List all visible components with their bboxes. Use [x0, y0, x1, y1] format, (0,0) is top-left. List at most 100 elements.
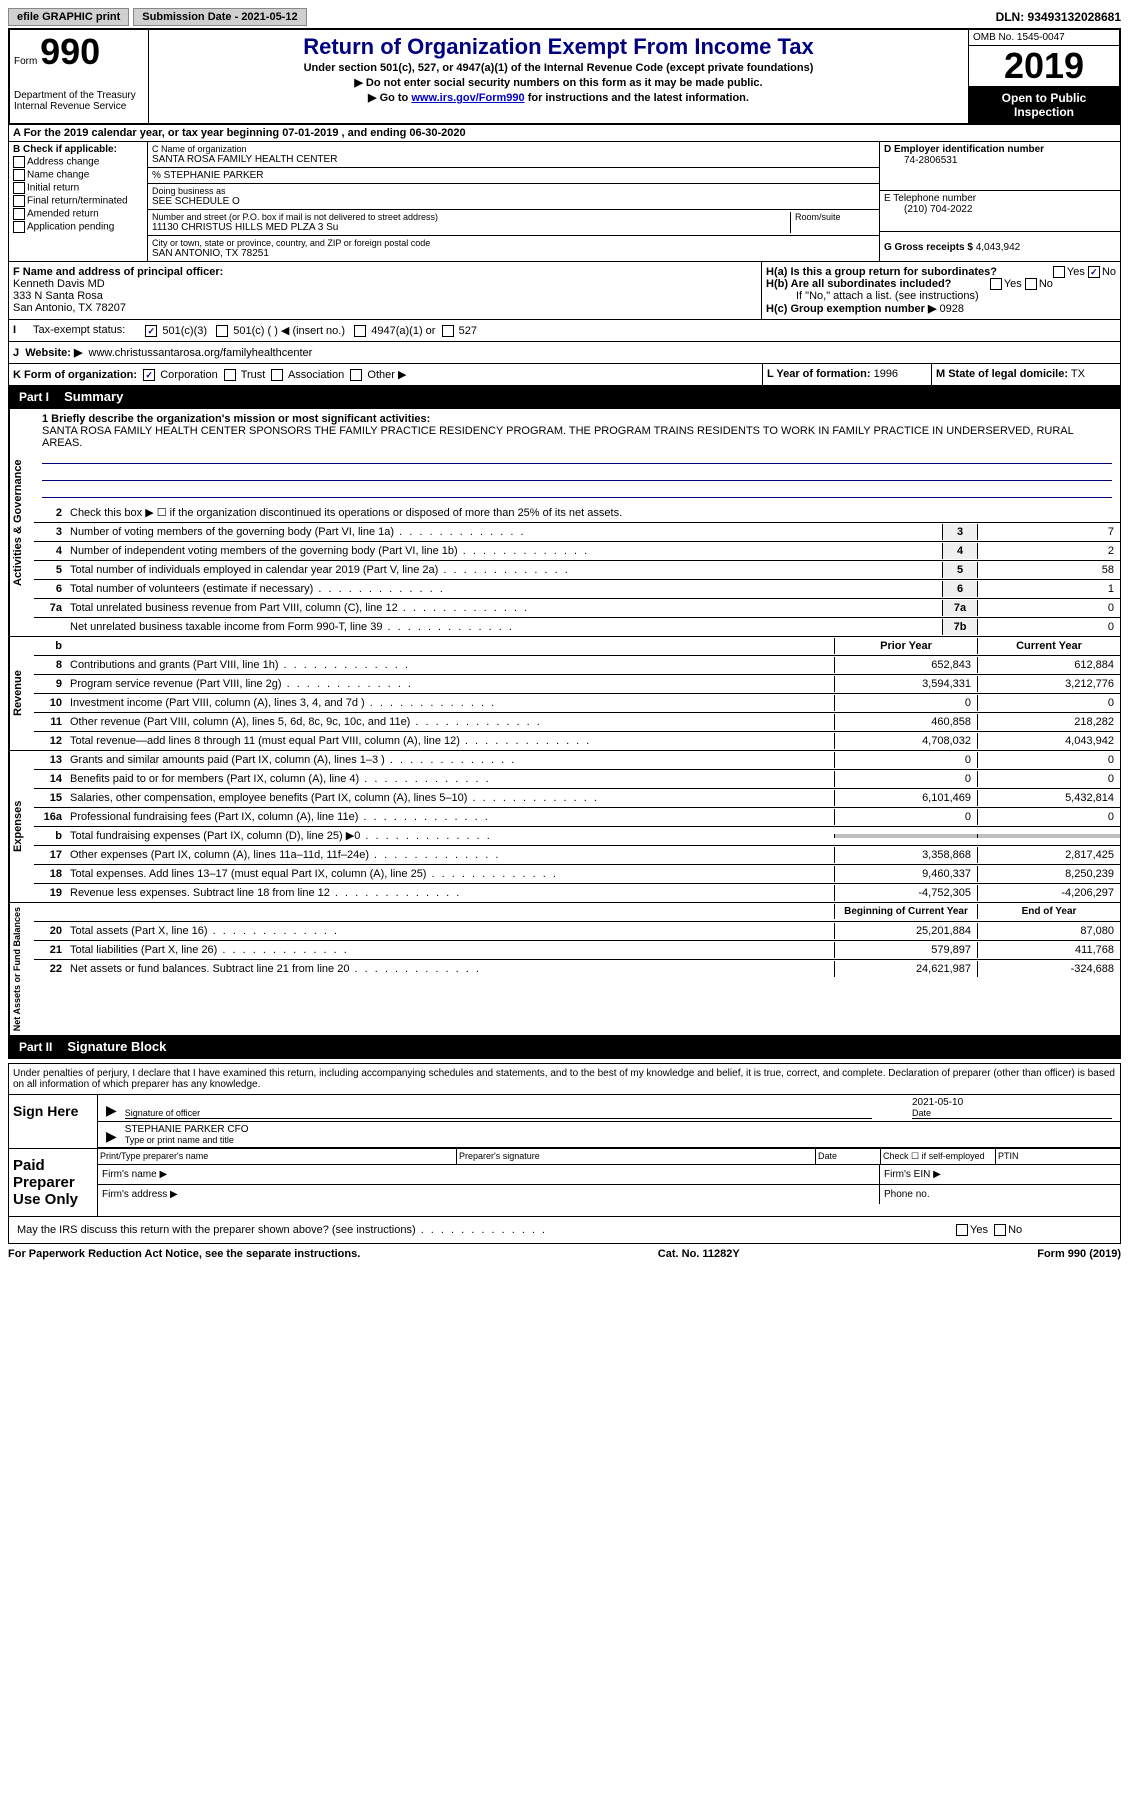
table-row: 16aProfessional fundraising fees (Part I…	[34, 808, 1120, 827]
website-label: Website: ▶	[25, 347, 82, 359]
table-row: 9Program service revenue (Part VIII, lin…	[34, 675, 1120, 694]
dept-treasury: Department of the Treasury Internal Reve…	[14, 90, 144, 112]
begin-year-header: Beginning of Current Year	[834, 904, 977, 919]
form-label: Form	[14, 56, 37, 67]
footer: For Paperwork Reduction Act Notice, see …	[8, 1248, 1121, 1260]
irs-link[interactable]: www.irs.gov/Form990	[411, 92, 524, 104]
hb-label: H(b) Are all subordinates included?	[766, 278, 951, 290]
sig-date-label: Date	[912, 1108, 1112, 1118]
sign-here: Sign Here	[9, 1095, 98, 1148]
col-b: B Check if applicable: Address change Na…	[9, 142, 148, 261]
subtitle1: Under section 501(c), 527, or 4947(a)(1)…	[153, 62, 964, 74]
table-row: 3Number of voting members of the governi…	[34, 523, 1120, 542]
l-val: 1996	[874, 368, 898, 380]
k-label: K Form of organization:	[13, 369, 137, 381]
org-name: SANTA ROSA FAMILY HEALTH CENTER	[152, 154, 337, 165]
l-label: L Year of formation:	[767, 368, 871, 380]
top-bar: efile GRAPHIC print Submission Date - 20…	[8, 8, 1121, 26]
m-label: M State of legal domicile:	[936, 368, 1068, 380]
tax-year: 2019	[969, 46, 1119, 87]
omb-number: OMB No. 1545-0047	[969, 30, 1119, 46]
address: 11130 CHRISTUS HILLS MED PLZA 3 Su	[152, 222, 338, 233]
arrow-icon: ▶	[106, 1102, 117, 1119]
table-row: 13Grants and similar amounts paid (Part …	[34, 751, 1120, 770]
sig-officer-label: Signature of officer	[125, 1108, 872, 1118]
table-row: 21Total liabilities (Part X, line 26)579…	[34, 941, 1120, 960]
room-label: Room/suite	[795, 212, 875, 222]
officer-addr2: San Antonio, TX 78207	[13, 302, 126, 314]
cb-501c3[interactable]	[145, 325, 157, 337]
header-right: OMB No. 1545-0047 2019 Open to Public In…	[968, 30, 1119, 123]
sig-date: 2021-05-10	[912, 1097, 963, 1108]
q1-label: 1 Briefly describe the organization's mi…	[42, 413, 1112, 425]
subtitle2: ▶ Do not enter social security numbers o…	[153, 76, 964, 89]
e-label: E Telephone number	[884, 193, 976, 204]
cb-final: Final return/terminated	[13, 195, 143, 207]
subtitle3: ▶ Go to www.irs.gov/Form990 for instruct…	[153, 91, 964, 104]
hc-val: 0928	[939, 303, 963, 315]
form-ref: Form 990 (2019)	[1037, 1248, 1121, 1260]
table-row: 5Total number of individuals employed in…	[34, 561, 1120, 580]
sig-name-label: Type or print name and title	[125, 1135, 1112, 1145]
officer-name: Kenneth Davis MD	[13, 278, 105, 290]
m-val: TX	[1071, 368, 1085, 380]
ein: 74-2806531	[884, 155, 957, 166]
website: www.christussantarosa.org/familyhealthce…	[89, 347, 313, 359]
table-row: 14Benefits paid to or for members (Part …	[34, 770, 1120, 789]
table-row: 18Total expenses. Add lines 13–17 (must …	[34, 865, 1120, 884]
submission-date: Submission Date - 2021-05-12	[133, 8, 306, 26]
col-c: C Name of organization SANTA ROSA FAMILY…	[148, 142, 880, 261]
dln: DLN: 93493132028681	[996, 10, 1121, 24]
hb-note: If "No," attach a list. (see instruction…	[766, 290, 1116, 302]
table-row: 7aTotal unrelated business revenue from …	[34, 599, 1120, 618]
header-left: Form 990 Department of the Treasury Inte…	[10, 30, 149, 123]
table-row: 8Contributions and grants (Part VIII, li…	[34, 656, 1120, 675]
care-of: % STEPHANIE PARKER	[148, 168, 879, 184]
section-a: A For the 2019 calendar year, or tax yea…	[8, 125, 1121, 386]
table-row: Net unrelated business taxable income fr…	[34, 618, 1120, 636]
city-label: City or town, state or province, country…	[152, 238, 875, 248]
arrow-icon: ▶	[106, 1128, 117, 1145]
current-year-header: Current Year	[977, 638, 1120, 654]
d-label: D Employer identification number	[884, 144, 1044, 155]
discuss: May the IRS discuss this return with the…	[13, 1222, 956, 1238]
part1-header: Part I Summary	[8, 386, 1121, 409]
tax-year-row: A For the 2019 calendar year, or tax yea…	[9, 125, 1120, 142]
f-label: F Name and address of principal officer:	[13, 266, 223, 278]
cb-pending: Application pending	[13, 221, 143, 233]
gross-receipts: 4,043,942	[976, 242, 1021, 253]
phone: (210) 704-2022	[884, 204, 972, 215]
form-number: 990	[40, 31, 100, 72]
declaration: Under penalties of perjury, I declare th…	[9, 1064, 1120, 1094]
table-row: 10Investment income (Part VIII, column (…	[34, 694, 1120, 713]
tax-status-label: Tax-exempt status:	[33, 324, 125, 337]
dba: SEE SCHEDULE O	[152, 196, 240, 207]
table-row: bTotal fundraising expenses (Part IX, co…	[34, 827, 1120, 846]
sig-name: STEPHANIE PARKER CFO	[125, 1124, 249, 1135]
cat-no: Cat. No. 11282Y	[658, 1248, 740, 1260]
cb-initial: Initial return	[13, 182, 143, 194]
end-year-header: End of Year	[977, 904, 1120, 919]
paperwork-notice: For Paperwork Reduction Act Notice, see …	[8, 1248, 360, 1260]
side-expenses: Expenses	[9, 751, 34, 902]
side-revenue: Revenue	[9, 637, 34, 750]
ha-label: H(a) Is this a group return for subordin…	[766, 266, 997, 278]
efile-button[interactable]: efile GRAPHIC print	[8, 8, 129, 26]
side-netassets: Net Assets or Fund Balances	[9, 903, 34, 1035]
table-row: 22Net assets or fund balances. Subtract …	[34, 960, 1120, 978]
side-governance: Activities & Governance	[9, 409, 34, 636]
form-title: Return of Organization Exempt From Incom…	[153, 34, 964, 60]
cb-address: Address change	[13, 156, 143, 168]
table-row: 17Other expenses (Part IX, column (A), l…	[34, 846, 1120, 865]
mission-text: SANTA ROSA FAMILY HEALTH CENTER SPONSORS…	[42, 425, 1112, 449]
header-mid: Return of Organization Exempt From Incom…	[149, 30, 968, 123]
cb-name: Name change	[13, 169, 143, 181]
table-row: 19Revenue less expenses. Subtract line 1…	[34, 884, 1120, 902]
q2: Check this box ▶ ☐ if the organization d…	[66, 504, 1120, 521]
cb-amended: Amended return	[13, 208, 143, 220]
i-label: I	[13, 324, 33, 337]
g-label: G Gross receipts $	[884, 242, 973, 253]
form-header: Form 990 Department of the Treasury Inte…	[8, 28, 1121, 125]
city: SAN ANTONIO, TX 78251	[152, 248, 269, 259]
table-row: 20Total assets (Part X, line 16)25,201,8…	[34, 922, 1120, 941]
